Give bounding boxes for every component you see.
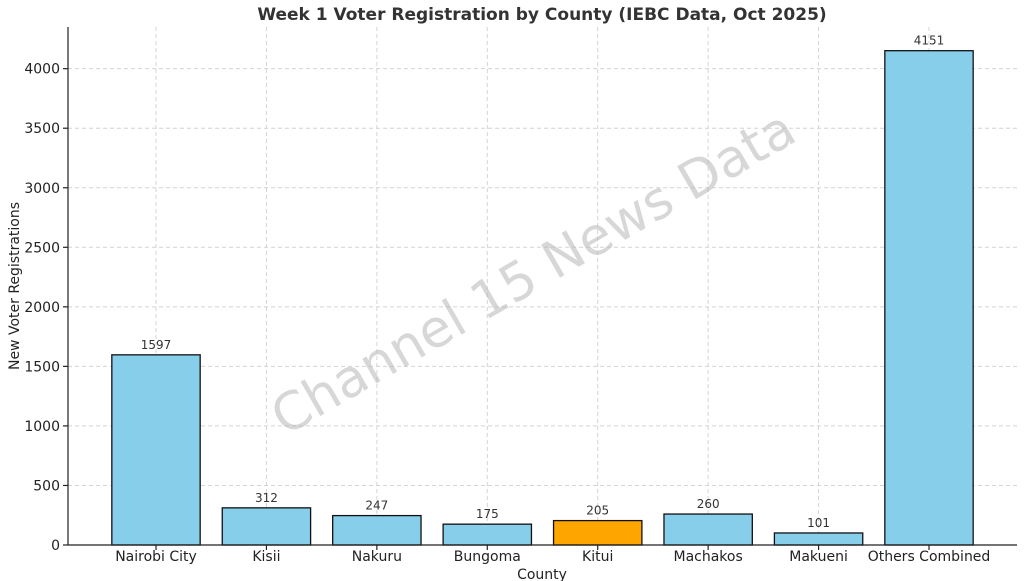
bar-value-label: 175 [476, 507, 499, 521]
y-tick-label: 2500 [24, 240, 60, 256]
bar-bungoma [442, 523, 533, 546]
axes [63, 27, 1017, 550]
x-tick-label: Kisii [252, 549, 280, 565]
bar-makueni [773, 532, 864, 546]
x-tick-label: Nakuru [352, 549, 402, 565]
bar-kitui [552, 519, 643, 546]
y-tick-labels: 0 500 1000 1500 2000 2500 3000 3500 4000 [24, 62, 60, 554]
bars [111, 50, 974, 546]
x-tick-label: Bungoma [454, 549, 521, 565]
x-tick-label: Nairobi City [115, 549, 197, 565]
y-tick-label: 3000 [24, 181, 60, 197]
chart-title: Week 1 Voter Registration by County (IEB… [257, 5, 826, 25]
bar-value-label: 101 [807, 516, 830, 530]
bar-value-label: 312 [255, 491, 278, 505]
x-tick-label: Kitui [582, 549, 613, 565]
y-tick-label: 4000 [24, 62, 60, 78]
x-axis-label: County [517, 567, 567, 581]
bar-nairobi-city [111, 354, 201, 546]
bar-value-label: 4151 [914, 34, 945, 48]
x-tick-label: Makueni [789, 549, 848, 565]
y-tick-label: 500 [33, 478, 60, 494]
bar-value-label: 247 [365, 499, 388, 513]
y-tick-label: 1500 [24, 359, 60, 375]
y-tick-label: 1000 [24, 419, 60, 435]
y-tick-label: 2000 [24, 300, 60, 316]
value-labels: 1597 312 247 175 205 260 101 4151 [141, 34, 945, 530]
bar-value-label: 260 [697, 497, 720, 511]
x-tick-label: Machakos [674, 549, 743, 565]
bar-value-label: 205 [586, 504, 609, 518]
bar-others-combined [884, 50, 974, 546]
bar-value-label: 1597 [141, 338, 172, 352]
y-tick-label: 3500 [24, 121, 60, 137]
bar-nakuru [332, 514, 422, 546]
x-tick-labels: Nairobi City Kisii Nakuru Bungoma Kitui Macha… [115, 549, 990, 565]
watermark: Channel 15 News Data [261, 99, 805, 448]
bar-kisii [221, 507, 312, 546]
y-axis-label: New Voter Registrations [7, 202, 23, 370]
y-tick-label: 0 [51, 538, 60, 554]
x-tick-label: Others Combined [868, 549, 991, 565]
bar-machakos [663, 513, 753, 546]
